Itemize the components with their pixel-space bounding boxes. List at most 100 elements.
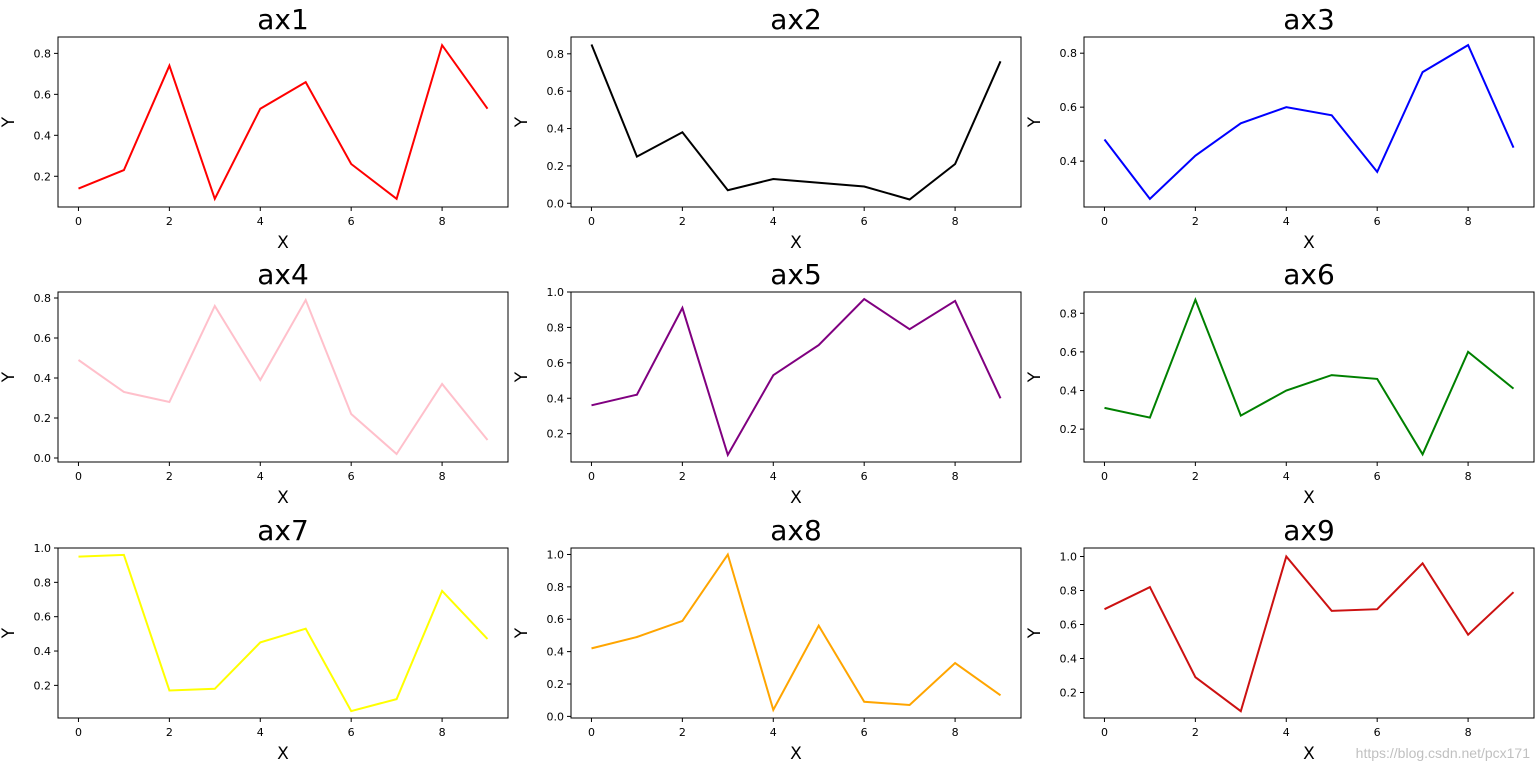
y-tick-label: 0.8 (1060, 585, 1078, 598)
plot-frame (57, 291, 509, 463)
x-tick-label: 6 (1374, 470, 1381, 483)
y-tick-label: 1.0 (1060, 551, 1078, 564)
x-axis-label: X (790, 233, 802, 253)
x-tick-label: 6 (861, 215, 868, 228)
y-tick-label: 0.4 (1060, 653, 1078, 666)
x-axis-label: X (790, 744, 802, 764)
subplot-title: ax9 (1283, 514, 1335, 547)
y-tick-label: 0.4 (547, 123, 565, 136)
plot-frame (570, 36, 1022, 208)
subplot-title: ax6 (1283, 258, 1335, 291)
y-tick-label: 0.0 (547, 710, 565, 723)
y-tick-label: 0.8 (547, 321, 565, 334)
y-tick-label: 1.0 (34, 542, 52, 555)
y-tick-label: 0.2 (34, 679, 52, 692)
x-tick-label: 0 (1101, 726, 1108, 739)
y-tick-label: 0.6 (1060, 619, 1078, 632)
subplot-9: ax9 0 2 4 6 8 0.2 0.4 0.6 0.8 1.0 X Y (1025, 514, 1535, 764)
x-tick-label: 2 (166, 726, 173, 739)
x-tick-label: 0 (588, 470, 595, 483)
y-axis-label: Y (0, 116, 19, 128)
series-line (591, 297, 1002, 458)
x-tick-label: 2 (679, 726, 686, 739)
x-tick-label: 4 (1283, 215, 1290, 228)
y-tick-label: 0.4 (1060, 155, 1078, 168)
y-tick-label: 0.2 (34, 170, 52, 183)
plot-frame (1083, 547, 1535, 719)
x-tick-label: 2 (166, 470, 173, 483)
plot-frame (57, 36, 509, 208)
y-tick-label: 0.0 (547, 197, 565, 210)
x-tick-label: 6 (1374, 215, 1381, 228)
x-axis-label: X (1303, 488, 1315, 508)
series-line (590, 44, 1002, 201)
subplot-title: ax3 (1283, 3, 1335, 36)
x-tick-label: 4 (257, 726, 264, 739)
x-tick-label: 6 (348, 726, 355, 739)
y-tick-label: 0.2 (1060, 423, 1078, 436)
y-tick-label: 0.4 (547, 646, 565, 659)
x-tick-label: 8 (1465, 726, 1472, 739)
x-axis-label: X (790, 488, 802, 508)
y-tick-label: 0.6 (547, 613, 565, 626)
y-tick-label: 1.0 (547, 286, 565, 299)
y-tick-label: 0.8 (34, 292, 52, 305)
x-axis-label: X (277, 744, 289, 764)
x-tick-label: 4 (770, 215, 777, 228)
x-axis-label: X (277, 488, 289, 508)
x-tick-label: 4 (1283, 726, 1290, 739)
x-tick-label: 8 (439, 726, 446, 739)
x-tick-label: 2 (1192, 726, 1199, 739)
x-tick-label: 8 (952, 215, 959, 228)
y-axis-label: Y (0, 371, 19, 383)
subplot-title: ax8 (770, 514, 822, 547)
y-tick-label: 0.6 (547, 85, 565, 98)
x-tick-label: 4 (1283, 470, 1290, 483)
subplot-2: ax2 0 2 4 6 8 0.0 0.2 0.4 0.6 0.8 X Y (512, 3, 1022, 253)
x-tick-label: 2 (679, 470, 686, 483)
subplot-title: ax2 (770, 3, 822, 36)
x-axis-label: X (1303, 744, 1315, 764)
x-tick-label: 8 (439, 215, 446, 228)
subplot-title: ax7 (257, 514, 309, 547)
series-line (1103, 43, 1515, 201)
x-tick-label: 8 (1465, 215, 1472, 228)
x-tick-label: 2 (679, 215, 686, 228)
x-tick-label: 0 (588, 215, 595, 228)
subplot-4: ax4 0 2 4 6 8 0.0 0.2 0.4 0.6 0.8 X Y (0, 258, 509, 508)
x-tick-label: 2 (1192, 470, 1199, 483)
x-tick-label: 0 (75, 726, 82, 739)
x-tick-label: 6 (861, 726, 868, 739)
y-axis-label: Y (1025, 371, 1045, 383)
x-tick-label: 6 (1374, 726, 1381, 739)
subplot-title: ax1 (257, 3, 309, 36)
y-tick-label: 0.6 (34, 332, 52, 345)
y-tick-label: 0.2 (547, 160, 565, 173)
x-axis-label: X (277, 233, 289, 253)
plot-frame (570, 547, 1022, 719)
x-tick-label: 2 (166, 215, 173, 228)
y-tick-label: 0.4 (547, 392, 565, 405)
x-tick-label: 4 (770, 726, 777, 739)
y-tick-label: 0.2 (547, 678, 565, 691)
y-axis-label: Y (512, 627, 532, 639)
x-tick-label: 4 (257, 215, 264, 228)
y-axis-label: Y (512, 371, 532, 383)
y-axis-label: Y (512, 116, 532, 128)
plot-frame (570, 291, 1022, 463)
subplot-5: ax5 0 2 4 6 8 0.2 0.4 0.6 0.8 1.0 X Y (512, 258, 1022, 508)
plot-frame (1083, 291, 1535, 463)
subplot-title: ax4 (257, 258, 309, 291)
y-tick-label: 0.6 (1060, 101, 1078, 114)
x-tick-label: 8 (952, 470, 959, 483)
y-tick-label: 0.8 (1060, 307, 1078, 320)
subplot-title: ax5 (770, 258, 822, 291)
x-tick-label: 6 (861, 470, 868, 483)
y-tick-label: 0.8 (34, 576, 52, 589)
y-tick-label: 0.4 (34, 129, 52, 142)
x-tick-label: 0 (1101, 470, 1108, 483)
x-tick-label: 2 (1192, 215, 1199, 228)
subplot-7: ax7 0 2 4 6 8 0.2 0.4 0.6 0.8 1.0 X Y (0, 514, 509, 764)
x-tick-label: 4 (257, 470, 264, 483)
x-tick-label: 8 (1465, 470, 1472, 483)
